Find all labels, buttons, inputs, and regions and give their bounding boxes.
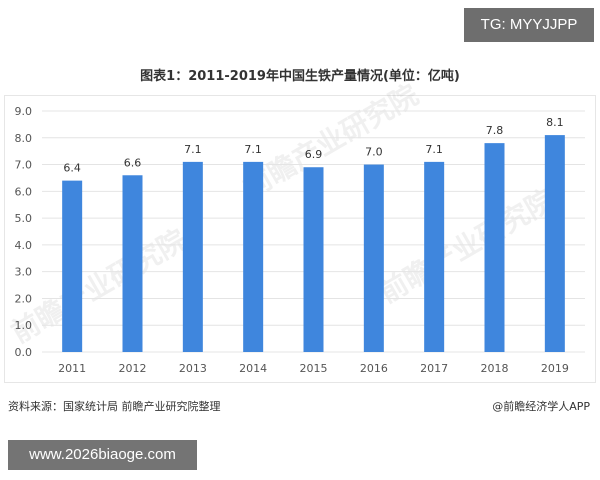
x-tick-label-2012: 2012 [119,362,147,375]
data-label-2015: 6.9 [305,148,323,161]
bar-2019 [544,135,565,352]
x-tick-label-2014: 2014 [239,362,267,375]
data-label-2013: 7.1 [184,143,202,156]
bars [62,135,565,352]
x-axis-ticks: 2011 2012 2013 2014 2015 2016 2017 2018 2019 [58,362,569,375]
chart-title: 图表1：2011-2019年中国生铁产量情况(单位：亿吨) [140,69,460,84]
data-label-2016: 7.0 [365,146,383,159]
x-tick-label-2011: 2011 [58,362,86,375]
y-tick-label: 5.0 [15,212,33,225]
brand-credit: @前瞻经济学人APP [492,400,590,413]
bar-2011 [62,180,83,352]
data-label-2019: 8.1 [546,116,564,129]
y-tick-label: 9.0 [15,105,33,118]
y-tick-label: 2.0 [15,292,33,305]
telegram-badge: TG: MYYJJPP [464,8,594,42]
bar-2018 [484,143,505,352]
data-label-2017: 7.1 [425,143,443,156]
x-tick-label-2015: 2015 [300,362,328,375]
y-tick-label: 8.0 [15,132,33,145]
bar-2014 [243,161,264,352]
data-label-2018: 7.8 [486,124,504,137]
x-tick-label-2018: 2018 [481,362,509,375]
y-tick-label: 6.0 [15,185,33,198]
x-tick-label-2019: 2019 [541,362,569,375]
x-tick-label-2016: 2016 [360,362,388,375]
bar-2012 [122,175,143,352]
y-tick-label: 7.0 [15,159,33,172]
data-label-2012: 6.6 [124,156,142,169]
site-watermark-badge: www.2026biaoge.com [8,440,197,470]
bar-2016 [363,164,384,352]
y-axis-ticks: 0.0 1.0 2.0 3.0 4.0 5.0 6.0 7.0 8.0 9.0 [15,105,33,359]
y-tick-label: 4.0 [15,239,33,252]
bar-2013 [182,161,203,352]
y-tick-label: 0.0 [15,346,33,359]
x-tick-label-2013: 2013 [179,362,207,375]
data-labels: 6.4 6.6 7.1 7.1 6.9 7.0 7.1 7.8 8.1 [63,116,563,175]
data-label-2014: 7.1 [244,143,262,156]
data-label-2011: 6.4 [63,162,81,175]
x-tick-label-2017: 2017 [420,362,448,375]
bar-2017 [424,161,445,352]
source-note: 资料来源：国家统计局 前瞻产业研究院整理 [8,400,221,413]
bar-2015 [303,167,324,352]
y-tick-label: 3.0 [15,266,33,279]
y-tick-label: 1.0 [15,319,33,332]
